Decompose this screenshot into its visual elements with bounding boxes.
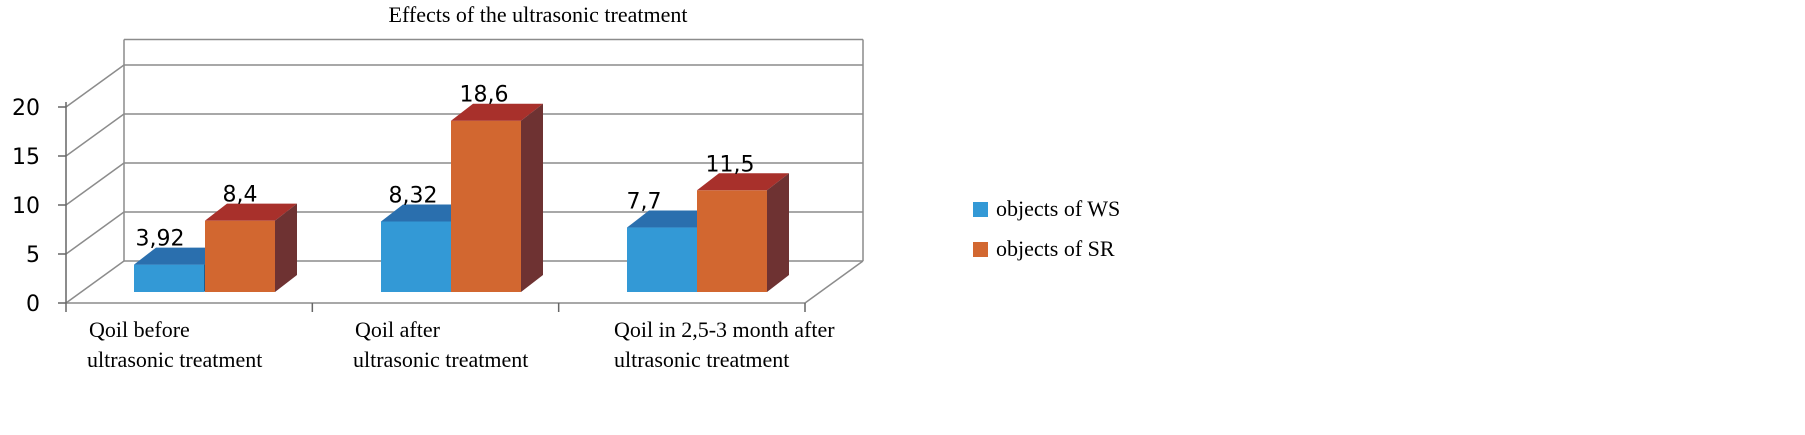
labels-layer: 0 5 10 15 20 3,92 8,4 Qoil before ultrasonic tre… <box>12 83 835 372</box>
bar-side <box>275 203 297 292</box>
bar-front <box>205 220 275 292</box>
bar-front <box>134 264 204 292</box>
y-tick-label: 5 <box>26 243 40 268</box>
bars-layer <box>134 103 789 292</box>
legend-swatch-ws <box>973 202 988 217</box>
category-label: ultrasonic treatment <box>353 347 528 372</box>
bar-sr-1 <box>451 103 543 292</box>
floor-right-edge <box>804 260 864 304</box>
category-label: Qoil after <box>355 317 441 342</box>
legend-label-ws: objects of WS <box>996 196 1120 221</box>
data-label: 8,32 <box>389 183 438 208</box>
gridline-diagonal <box>65 162 125 206</box>
bar-top <box>134 247 226 265</box>
y-tick-label: 10 <box>12 194 40 219</box>
bar-side <box>521 103 543 292</box>
gridline-diagonal <box>65 64 125 108</box>
category-label: Qoil in 2,5-3 month after <box>614 317 835 342</box>
gridline-diagonal <box>65 260 125 304</box>
gridline-diagonal <box>65 211 125 255</box>
bar-sr-2 <box>697 173 789 292</box>
category-label: ultrasonic treatment <box>87 347 262 372</box>
legend: objects of WS objects of SR <box>973 196 1120 261</box>
y-tick-label: 20 <box>12 96 40 121</box>
data-label: 18,6 <box>460 83 509 108</box>
bar-top <box>627 210 719 228</box>
bar-ws-1 <box>381 204 473 292</box>
bar-front <box>451 120 521 292</box>
data-label: 11,5 <box>706 152 755 177</box>
data-label: 8,4 <box>223 183 258 208</box>
bar-top <box>205 203 297 221</box>
y-tick-label: 0 <box>26 292 40 317</box>
bar-front <box>381 221 451 292</box>
bar-top <box>451 103 543 121</box>
chart-title: Effects of the ultrasonic treatment <box>389 2 688 27</box>
bar-side <box>767 173 789 292</box>
bar-sr-0 <box>205 203 297 292</box>
category-label: ultrasonic treatment <box>614 347 789 372</box>
data-label: 7,7 <box>627 190 662 215</box>
bar-front <box>697 190 767 292</box>
bar-top <box>381 204 473 222</box>
bar-top <box>697 173 789 191</box>
category-label: Qoil before <box>89 317 190 342</box>
legend-label-sr: objects of SR <box>996 236 1115 261</box>
gridline-diagonal <box>65 113 125 157</box>
y-tick-label: 15 <box>12 145 40 170</box>
bar-front <box>627 227 697 292</box>
data-label: 3,92 <box>136 227 185 252</box>
legend-swatch-sr <box>973 242 988 257</box>
